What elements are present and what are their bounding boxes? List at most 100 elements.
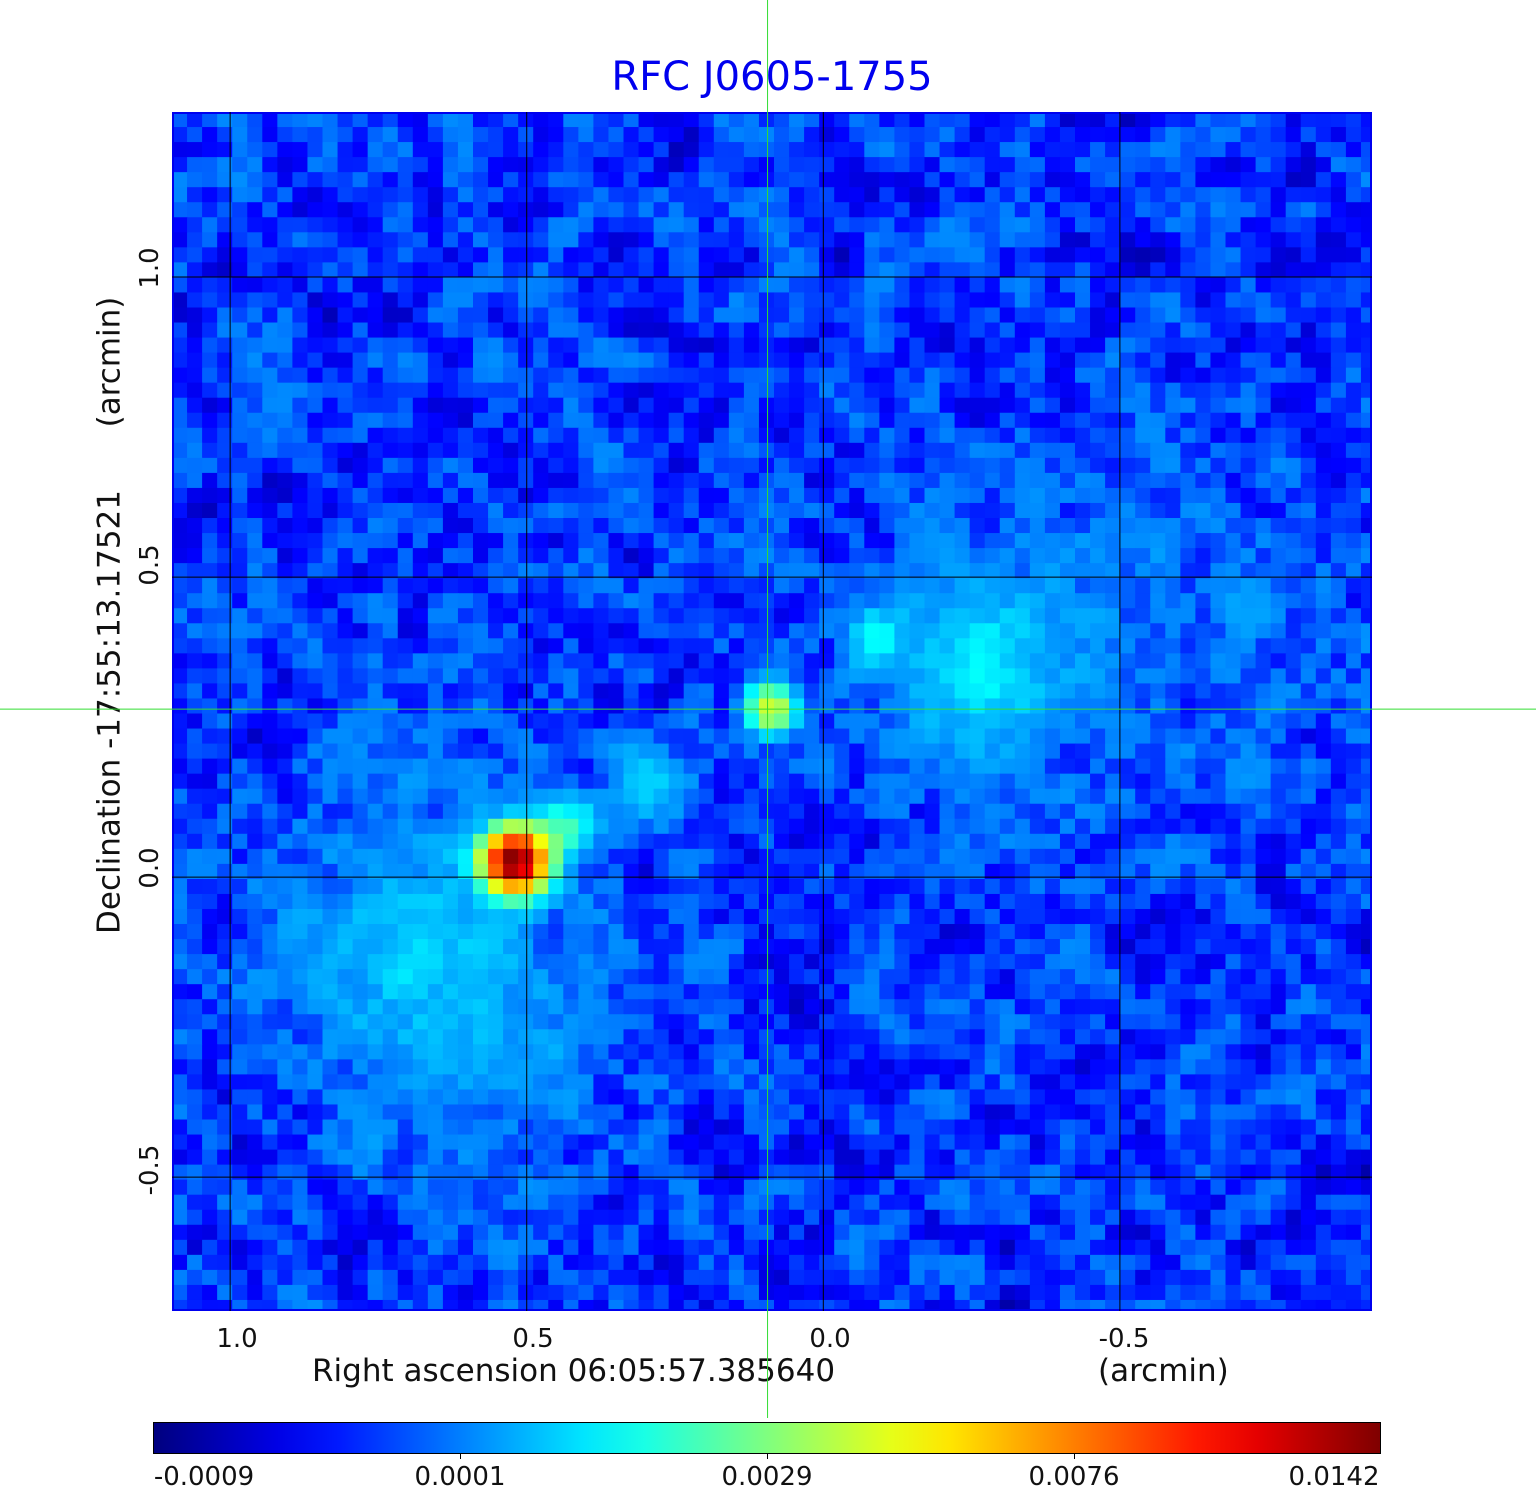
heatmap-cell bbox=[187, 1014, 203, 1030]
heatmap-cell bbox=[563, 247, 579, 263]
heatmap-cell bbox=[1044, 773, 1061, 790]
heatmap-cell bbox=[774, 412, 790, 429]
heatmap-cell bbox=[1300, 114, 1317, 128]
heatmap-cell bbox=[337, 683, 354, 700]
heatmap-cell bbox=[174, 533, 188, 549]
heatmap-cell bbox=[174, 803, 188, 820]
heatmap-cell bbox=[1075, 352, 1091, 369]
heatmap-cell bbox=[804, 352, 820, 369]
heatmap-cell bbox=[457, 788, 474, 805]
heatmap-cell bbox=[819, 427, 835, 444]
heatmap-cell bbox=[623, 788, 640, 805]
heatmap-cell bbox=[1180, 518, 1196, 534]
heatmap-cell bbox=[909, 623, 926, 639]
heatmap-cell bbox=[247, 848, 263, 865]
heatmap-cell bbox=[1255, 487, 1272, 504]
heatmap-cell bbox=[608, 277, 625, 294]
heatmap-cell bbox=[578, 187, 594, 203]
heatmap-cell bbox=[1270, 442, 1287, 459]
heatmap-cell bbox=[1195, 683, 1212, 700]
heatmap-cell bbox=[277, 893, 293, 910]
heatmap-cell bbox=[909, 848, 926, 865]
heatmap-cell bbox=[593, 157, 610, 173]
heatmap-cell bbox=[1330, 457, 1347, 474]
heatmap-cell bbox=[774, 397, 790, 414]
heatmap-cell bbox=[1240, 322, 1257, 339]
heatmap-cell bbox=[1270, 954, 1287, 970]
heatmap-cell bbox=[563, 758, 579, 775]
heatmap-cell bbox=[608, 382, 625, 399]
heatmap-cell bbox=[1210, 984, 1227, 1000]
heatmap-cell bbox=[713, 142, 730, 158]
heatmap-cell bbox=[1255, 608, 1272, 624]
heatmap-cell bbox=[1044, 142, 1061, 158]
heatmap-cell bbox=[804, 683, 820, 700]
heatmap-cell bbox=[1075, 593, 1091, 609]
heatmap-cell bbox=[743, 743, 760, 760]
heatmap-cell bbox=[1270, 518, 1287, 534]
heatmap-cell bbox=[1300, 352, 1317, 369]
heatmap-cell bbox=[789, 457, 805, 474]
heatmap-cell bbox=[789, 337, 805, 354]
heatmap-cell bbox=[834, 878, 850, 895]
heatmap-cell bbox=[1210, 758, 1227, 775]
heatmap-cell bbox=[473, 232, 489, 248]
heatmap-cell bbox=[1330, 848, 1347, 865]
heatmap-cell bbox=[442, 1044, 459, 1060]
heatmap-cell bbox=[758, 322, 775, 339]
heatmap-cell bbox=[533, 833, 549, 850]
heatmap-cell bbox=[1330, 202, 1347, 218]
heatmap-cell bbox=[1300, 893, 1317, 910]
heatmap-cell bbox=[1120, 292, 1136, 309]
heatmap-cell bbox=[909, 518, 926, 534]
heatmap-cell bbox=[819, 698, 835, 715]
heatmap-cell bbox=[174, 1029, 188, 1045]
heatmap-cell bbox=[578, 247, 594, 263]
heatmap-cell bbox=[292, 292, 309, 309]
heatmap-cell bbox=[578, 984, 594, 1000]
heatmap-cell bbox=[879, 127, 895, 143]
heatmap-cell bbox=[1240, 924, 1257, 940]
heatmap-cell bbox=[1180, 954, 1196, 970]
heatmap-cell bbox=[247, 277, 263, 294]
heatmap-cell bbox=[232, 578, 248, 594]
heatmap-cell bbox=[728, 247, 745, 263]
heatmap-cell bbox=[894, 487, 911, 504]
heatmap-cell bbox=[1300, 187, 1317, 203]
heatmap-cell bbox=[683, 202, 700, 218]
heatmap-cell bbox=[217, 172, 233, 188]
heatmap-cell bbox=[1044, 924, 1061, 940]
heatmap-cell bbox=[1105, 307, 1121, 324]
heatmap-cell bbox=[1120, 924, 1136, 940]
heatmap-cell bbox=[412, 743, 429, 760]
heatmap-cell bbox=[743, 653, 760, 669]
heatmap-cell bbox=[503, 863, 519, 880]
heatmap-cell bbox=[713, 683, 730, 700]
heatmap-cell bbox=[1059, 638, 1076, 654]
heatmap-cell bbox=[1285, 758, 1302, 775]
heatmap-cell bbox=[1180, 908, 1196, 925]
heatmap-cell bbox=[1014, 502, 1031, 519]
heatmap-cell bbox=[834, 114, 850, 128]
heatmap-cell bbox=[1150, 773, 1166, 790]
heatmap-cell bbox=[713, 277, 730, 294]
heatmap-cell bbox=[1360, 758, 1370, 775]
heatmap-cell bbox=[834, 698, 850, 715]
heatmap-cell bbox=[909, 382, 926, 399]
heatmap-cell bbox=[1345, 788, 1362, 805]
heatmap-cell bbox=[593, 412, 610, 429]
heatmap-cell bbox=[1180, 262, 1196, 279]
heatmap-cell bbox=[879, 773, 895, 790]
heatmap-cell bbox=[322, 472, 339, 489]
heatmap-cell bbox=[668, 924, 685, 940]
heatmap-cell bbox=[232, 472, 248, 489]
heatmap-cell bbox=[1105, 114, 1121, 128]
heatmap-cell bbox=[1345, 262, 1362, 279]
heatmap-cell bbox=[352, 487, 369, 504]
heatmap-cell bbox=[187, 502, 203, 519]
heatmap-cell bbox=[1135, 623, 1151, 639]
heatmap-cell bbox=[698, 954, 715, 970]
heatmap-cell bbox=[1135, 893, 1151, 910]
heatmap-cell bbox=[307, 472, 324, 489]
heatmap-cell bbox=[593, 713, 610, 730]
